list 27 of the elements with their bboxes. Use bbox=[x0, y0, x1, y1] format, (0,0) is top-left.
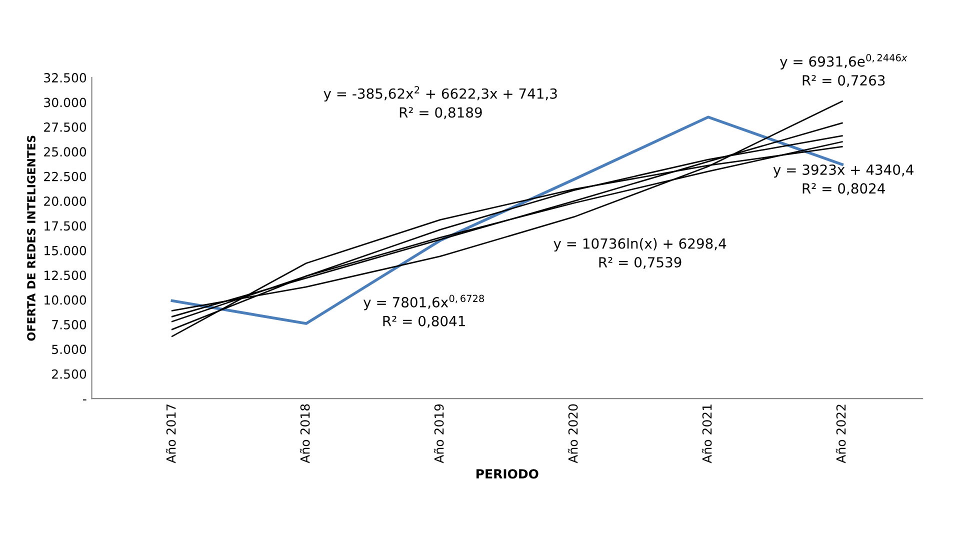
y-tick-label: 17.500 bbox=[44, 221, 86, 231]
x-tick-label: Año 2021 bbox=[702, 404, 712, 464]
x-tick-label: Año 2022 bbox=[836, 404, 846, 464]
text: y = 6931,6e$^{0,2446x}$ R² = 0,7263 bbox=[780, 54, 908, 88]
y-tick-label: 12.500 bbox=[44, 270, 86, 280]
y-tick-label: 32.500 bbox=[44, 73, 86, 82]
x-tick-label: Año 2019 bbox=[434, 404, 444, 464]
y-tick-label: - bbox=[83, 399, 86, 400]
y-axis-title: OFERTA DE REDES INTELIGENTES bbox=[27, 136, 36, 341]
y-tick-label: 10.000 bbox=[44, 295, 86, 305]
x-tick-label: Año 2017 bbox=[166, 404, 176, 464]
x-tick-label: Año 2018 bbox=[300, 404, 310, 464]
y-tick-label: 22.500 bbox=[44, 172, 86, 182]
annotation: y = 3923x + 4340,4 R² = 0,8024 bbox=[773, 164, 914, 196]
annotation: y = 10736ln(x) + 6298,4 R² = 0,7539 bbox=[554, 238, 726, 269]
y-tick-label: 2.500 bbox=[52, 369, 86, 379]
y-tick-label: 20.000 bbox=[44, 196, 86, 206]
x-tick-label: Año 2020 bbox=[568, 404, 578, 464]
y-tick-label: 27.500 bbox=[44, 122, 86, 132]
x-axis-title: PERIODO bbox=[476, 469, 538, 479]
y-tick-label: 30.000 bbox=[44, 98, 86, 108]
y-tick-label: 7.500 bbox=[52, 320, 86, 330]
y-tick-label: 15.000 bbox=[44, 246, 86, 256]
y-tick-label: 25.000 bbox=[44, 147, 86, 157]
y-tick-label: 5.000 bbox=[52, 344, 86, 354]
text: y = 7801,6x$^{0,6728}$ R² = 0,8041 bbox=[364, 294, 484, 328]
annotation: y = -385,62x$^{2}$ + 6622,3x + 741,3 R² = 0,8189 bbox=[324, 86, 557, 120]
